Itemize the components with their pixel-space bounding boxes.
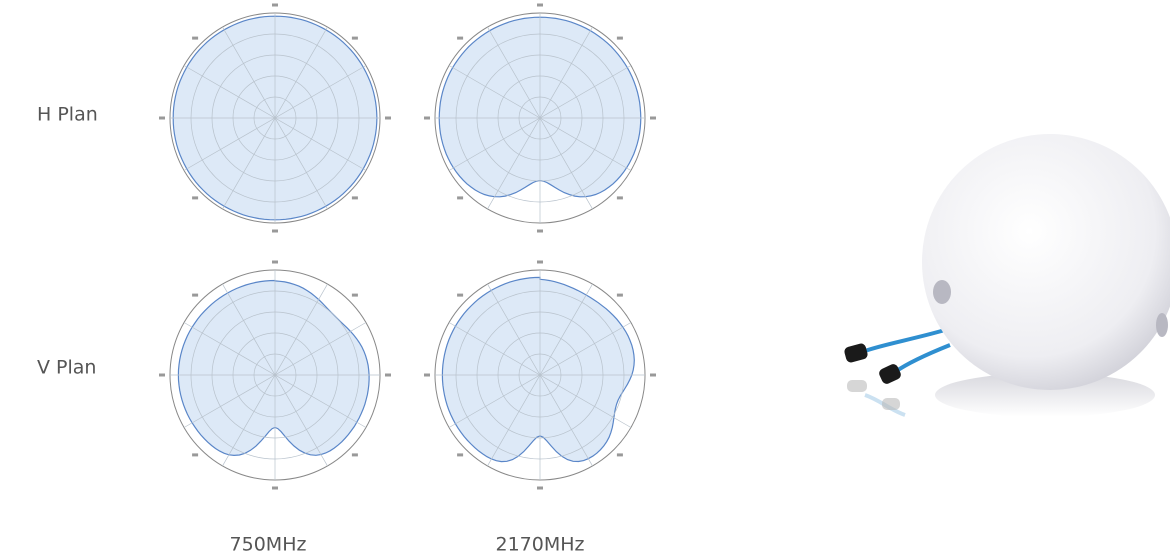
- polar-tick: [192, 36, 199, 40]
- polar-spoke: [487, 283, 593, 467]
- polar-tick: [424, 373, 430, 377]
- polar-tick: [192, 293, 199, 297]
- polar-spoke: [487, 26, 593, 210]
- row-label: H Plan: [37, 104, 98, 126]
- polar-tick: [192, 453, 199, 457]
- polar-tick: [537, 229, 543, 233]
- polar-tick: [351, 196, 358, 200]
- polar-tick: [385, 116, 391, 120]
- polar-tick: [351, 293, 358, 297]
- column-label: 750MHz: [230, 534, 307, 556]
- row-label: V Plan: [37, 357, 96, 379]
- pattern: [177, 279, 370, 457]
- polar-tick: [159, 373, 165, 377]
- polar-tick: [457, 293, 464, 297]
- polar-tick: [272, 486, 278, 490]
- polar-tick: [537, 3, 543, 7]
- polar-tick: [272, 3, 278, 7]
- polar-tick: [272, 260, 278, 264]
- polar-tick: [537, 260, 543, 264]
- polar-tick: [650, 116, 656, 120]
- polar-tick: [537, 486, 543, 490]
- polar-tick: [650, 373, 656, 377]
- polar-spoke: [222, 283, 328, 467]
- polar-tick: [457, 453, 464, 457]
- polar-tick: [272, 229, 278, 233]
- polar-tick: [616, 36, 623, 40]
- polar-tick: [192, 196, 199, 200]
- polar-tick: [424, 116, 430, 120]
- column-label: 2170MHz: [495, 534, 584, 556]
- polar-tick: [616, 293, 623, 297]
- polar-tick: [616, 196, 623, 200]
- polar-tick: [616, 453, 623, 457]
- pattern: [441, 276, 635, 463]
- polar-tick: [457, 196, 464, 200]
- polar-tick: [351, 36, 358, 40]
- product-image: [844, 134, 1170, 417]
- polar-spoke: [222, 26, 328, 210]
- radiation-patterns: [159, 3, 656, 490]
- polar-tick: [351, 453, 358, 457]
- polar-tick: [159, 116, 165, 120]
- polar-tick: [457, 36, 464, 40]
- polar-tick: [385, 373, 391, 377]
